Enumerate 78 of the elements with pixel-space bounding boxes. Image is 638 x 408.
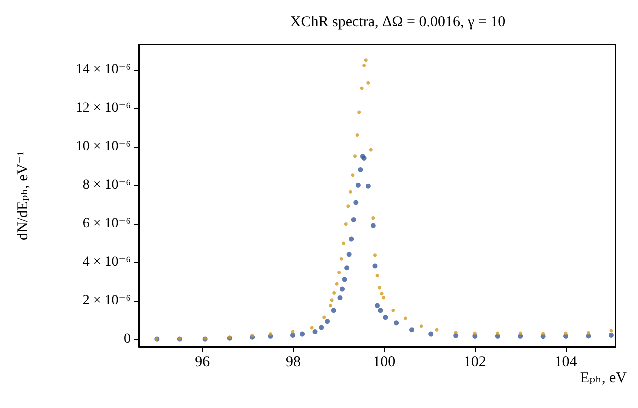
point [325,319,330,324]
x-tick-label: 104 [554,354,578,370]
point [410,328,415,333]
point [346,252,352,258]
point [364,58,368,62]
point [335,282,339,286]
point [366,184,371,189]
point [268,332,272,336]
point [454,331,458,335]
point [354,200,359,206]
point [362,64,366,68]
point [372,264,378,269]
y-axis-title: dN/dEₚₕ, eV⁻¹ [16,151,32,241]
point [370,223,376,228]
point [394,320,400,326]
point [342,277,348,282]
point [328,304,332,308]
point [330,298,334,302]
point [608,332,614,338]
point [310,326,314,330]
point [383,315,388,320]
point [369,148,373,152]
x-tick-label: 96 [195,354,211,370]
point [366,81,370,85]
point [344,266,350,271]
point [351,218,356,223]
point [351,174,355,178]
point [372,216,376,220]
y-tick-label: 10 × 10⁻⁶ [76,139,132,154]
point [300,332,306,337]
point [375,303,380,308]
point [392,308,396,312]
point [586,331,590,335]
point [496,332,500,336]
point [542,332,546,336]
point [312,329,318,334]
x-axis-title: Eₚₕ, eV [580,370,628,386]
point [346,204,350,208]
point [420,324,424,328]
point [290,332,296,338]
point [342,242,346,246]
point [340,286,346,292]
point [356,133,360,137]
point [353,154,357,158]
point [344,222,348,226]
point [332,291,336,295]
point [378,308,384,314]
point [404,316,408,320]
x-tick-label: 98 [286,354,301,370]
point [338,271,342,274]
point [340,257,344,261]
point [428,332,434,337]
point [473,332,477,336]
y-tick-label: 2 × 10⁻⁶ [82,293,132,308]
point [331,308,336,314]
point [338,295,343,300]
y-tick-label: 0 [124,332,131,347]
chart-title: XChR spectra, ΔΩ = 0.0016, γ = 10 [290,14,506,30]
point [356,182,361,188]
y-tick-label: 12 × 10⁻⁶ [76,100,132,116]
point [378,286,382,290]
point [518,332,522,336]
y-tick-label: 4 × 10⁻⁶ [82,254,132,270]
point [373,254,377,258]
point [348,190,352,194]
y-tick-label: 8 × 10⁻⁶ [82,178,132,193]
point [358,168,364,173]
point [349,236,354,242]
x-tick-label: 102 [464,354,486,370]
point [358,110,362,114]
y-tick-label: 6 × 10⁻⁶ [82,216,132,232]
point [322,316,326,320]
point [319,325,324,330]
x-tick-label: 100 [373,354,396,370]
point [380,292,384,296]
point [376,274,380,278]
point [382,296,386,300]
y-tick-label: 14 × 10⁻⁶ [76,62,132,78]
